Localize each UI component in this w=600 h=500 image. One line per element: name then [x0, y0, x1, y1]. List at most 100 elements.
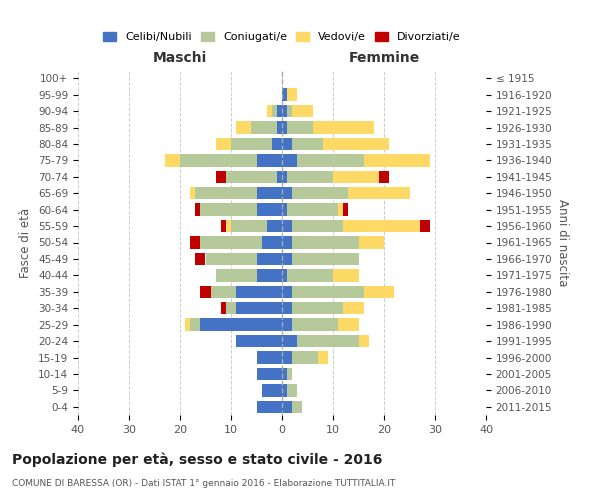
Bar	[257, 253, 282, 265]
Bar	[216, 170, 226, 183]
Text: Popolazione per età, sesso e stato civile - 2016: Popolazione per età, sesso e stato civil…	[12, 452, 382, 467]
Bar	[205, 253, 257, 265]
Bar	[236, 302, 282, 314]
Y-axis label: Fasce di età: Fasce di età	[19, 208, 32, 278]
Bar	[338, 318, 359, 331]
Bar	[257, 204, 282, 216]
Bar	[298, 335, 359, 347]
Bar	[343, 204, 349, 216]
Bar	[257, 400, 282, 413]
Bar	[333, 170, 379, 183]
Bar	[287, 88, 298, 101]
Bar	[292, 302, 343, 314]
Bar	[313, 122, 374, 134]
Bar	[282, 400, 292, 413]
Bar	[180, 154, 257, 166]
Bar	[282, 368, 287, 380]
Bar	[282, 204, 287, 216]
Bar	[292, 138, 323, 150]
Bar	[251, 122, 277, 134]
Bar	[282, 138, 292, 150]
Bar	[226, 220, 231, 232]
Bar	[236, 286, 282, 298]
Bar	[323, 138, 389, 150]
Bar	[338, 204, 343, 216]
Bar	[277, 105, 282, 117]
Bar	[190, 187, 196, 200]
Y-axis label: Anni di nascita: Anni di nascita	[556, 199, 569, 286]
Bar	[257, 368, 282, 380]
Bar	[379, 170, 389, 183]
Bar	[190, 236, 200, 248]
Bar	[287, 204, 338, 216]
Bar	[262, 384, 282, 396]
Bar	[185, 318, 190, 331]
Bar	[236, 335, 282, 347]
Bar	[282, 88, 287, 101]
Bar	[287, 368, 292, 380]
Bar	[282, 187, 292, 200]
Bar	[343, 302, 364, 314]
Bar	[292, 318, 338, 331]
Bar	[287, 170, 333, 183]
Bar	[318, 352, 328, 364]
Bar	[257, 269, 282, 281]
Bar	[221, 220, 226, 232]
Bar	[292, 400, 302, 413]
Bar	[277, 122, 282, 134]
Bar	[282, 170, 287, 183]
Bar	[292, 187, 348, 200]
Bar	[190, 318, 200, 331]
Bar	[282, 286, 292, 298]
Bar	[364, 286, 394, 298]
Bar	[282, 154, 298, 166]
Bar	[287, 384, 298, 396]
Bar	[277, 170, 282, 183]
Bar	[282, 253, 292, 265]
Bar	[231, 220, 266, 232]
Bar	[266, 105, 272, 117]
Bar	[221, 302, 226, 314]
Bar	[266, 220, 282, 232]
Bar	[287, 105, 292, 117]
Bar	[272, 138, 282, 150]
Bar	[420, 220, 430, 232]
Bar	[282, 302, 292, 314]
Bar	[231, 138, 272, 150]
Bar	[282, 384, 287, 396]
Bar	[216, 269, 257, 281]
Bar	[196, 187, 257, 200]
Bar	[257, 352, 282, 364]
Bar	[364, 154, 430, 166]
Bar	[292, 105, 313, 117]
Bar	[287, 269, 333, 281]
Bar	[287, 122, 313, 134]
Bar	[226, 170, 277, 183]
Bar	[359, 236, 384, 248]
Bar	[282, 335, 298, 347]
Bar	[359, 335, 368, 347]
Bar	[282, 352, 292, 364]
Bar	[282, 269, 287, 281]
Bar	[282, 236, 292, 248]
Bar	[282, 105, 287, 117]
Bar	[292, 352, 318, 364]
Text: COMUNE DI BARESSA (OR) - Dati ISTAT 1° gennaio 2016 - Elaborazione TUTTITALIA.IT: COMUNE DI BARESSA (OR) - Dati ISTAT 1° g…	[12, 479, 395, 488]
Text: Maschi: Maschi	[153, 51, 207, 65]
Bar	[282, 318, 292, 331]
Text: Femmine: Femmine	[349, 51, 419, 65]
Bar	[292, 286, 364, 298]
Bar	[262, 236, 282, 248]
Bar	[343, 220, 420, 232]
Bar	[200, 318, 282, 331]
Bar	[272, 105, 277, 117]
Bar	[257, 154, 282, 166]
Bar	[292, 220, 343, 232]
Bar	[226, 302, 236, 314]
Bar	[211, 286, 236, 298]
Bar	[333, 269, 359, 281]
Bar	[236, 122, 251, 134]
Bar	[200, 204, 257, 216]
Bar	[348, 187, 409, 200]
Bar	[195, 253, 205, 265]
